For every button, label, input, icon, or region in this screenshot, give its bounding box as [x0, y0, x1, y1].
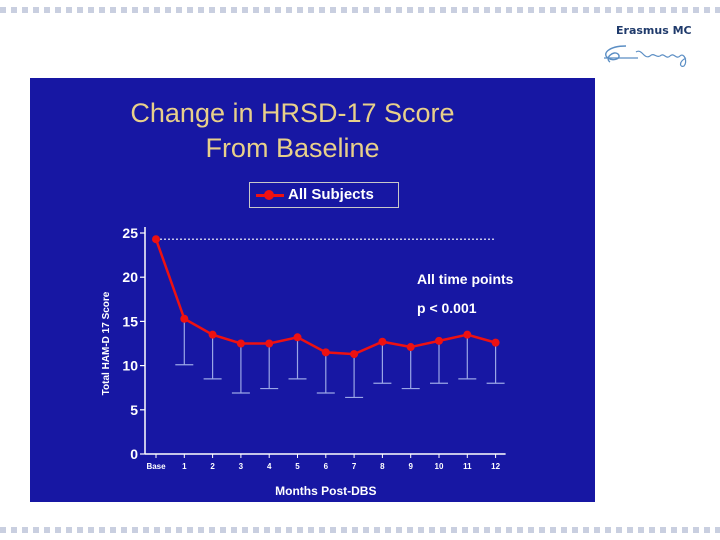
data-point — [208, 330, 217, 339]
legend-marker-swatch — [264, 190, 274, 200]
chart-subtitle: From Baseline — [205, 133, 380, 163]
y-tick-label: 15 — [122, 313, 138, 329]
x-tick-label: 2 — [210, 462, 215, 471]
annotation-time-points: All time points — [417, 271, 514, 287]
x-tick-label: 1 — [182, 462, 187, 471]
chart-title: Change in HRSD-17 Score — [130, 98, 455, 128]
data-point — [350, 350, 359, 359]
data-point — [463, 330, 472, 339]
data-point — [435, 336, 443, 345]
x-tick-label: 9 — [408, 462, 413, 471]
chart-legend: All Subjects — [249, 182, 399, 208]
x-tick-label: 7 — [352, 462, 357, 471]
chart-slide: Change in HRSD-17 Score From Baseline Al… — [30, 78, 595, 502]
bottom-dashed-border — [0, 527, 720, 533]
data-point — [491, 338, 500, 347]
erasmus-mc-logo: Erasmus MC — [598, 20, 708, 70]
x-tick-label: 10 — [435, 462, 444, 471]
annotation-p-value: p < 0.001 — [417, 300, 477, 316]
x-tick-label: 8 — [380, 462, 385, 471]
y-axis-title: Total HAM-D 17 Score — [101, 291, 112, 395]
data-point — [293, 333, 302, 342]
top-dashed-border — [0, 7, 720, 13]
legend-label: All Subjects — [288, 186, 374, 203]
x-axis-title: Months Post-DBS — [275, 484, 376, 498]
data-point — [321, 348, 330, 357]
x-tick-label: 5 — [295, 462, 300, 471]
x-tick-label: 6 — [324, 462, 329, 471]
data-point — [406, 343, 415, 352]
data-point — [236, 339, 245, 348]
logo-script-mark — [604, 45, 687, 67]
x-tick-label: 4 — [267, 462, 272, 471]
y-tick-label: 0 — [130, 446, 138, 462]
y-tick-label: 10 — [122, 358, 138, 374]
y-tick-label: 5 — [130, 402, 138, 418]
x-tick-label: 3 — [239, 462, 244, 471]
data-point — [152, 235, 160, 244]
chart-title-block: Change in HRSD-17 Score From Baseline — [30, 96, 555, 166]
x-tick-label: 12 — [491, 462, 500, 471]
data-point — [180, 314, 189, 323]
logo-text: Erasmus MC — [616, 24, 692, 37]
data-point — [265, 339, 274, 348]
y-tick-label: 25 — [122, 225, 138, 241]
data-point — [378, 337, 387, 346]
x-tick-label: 11 — [463, 462, 472, 471]
series-line-all-subjects — [154, 238, 496, 356]
x-tick-label: Base — [146, 462, 166, 471]
y-tick-label: 20 — [122, 269, 138, 285]
